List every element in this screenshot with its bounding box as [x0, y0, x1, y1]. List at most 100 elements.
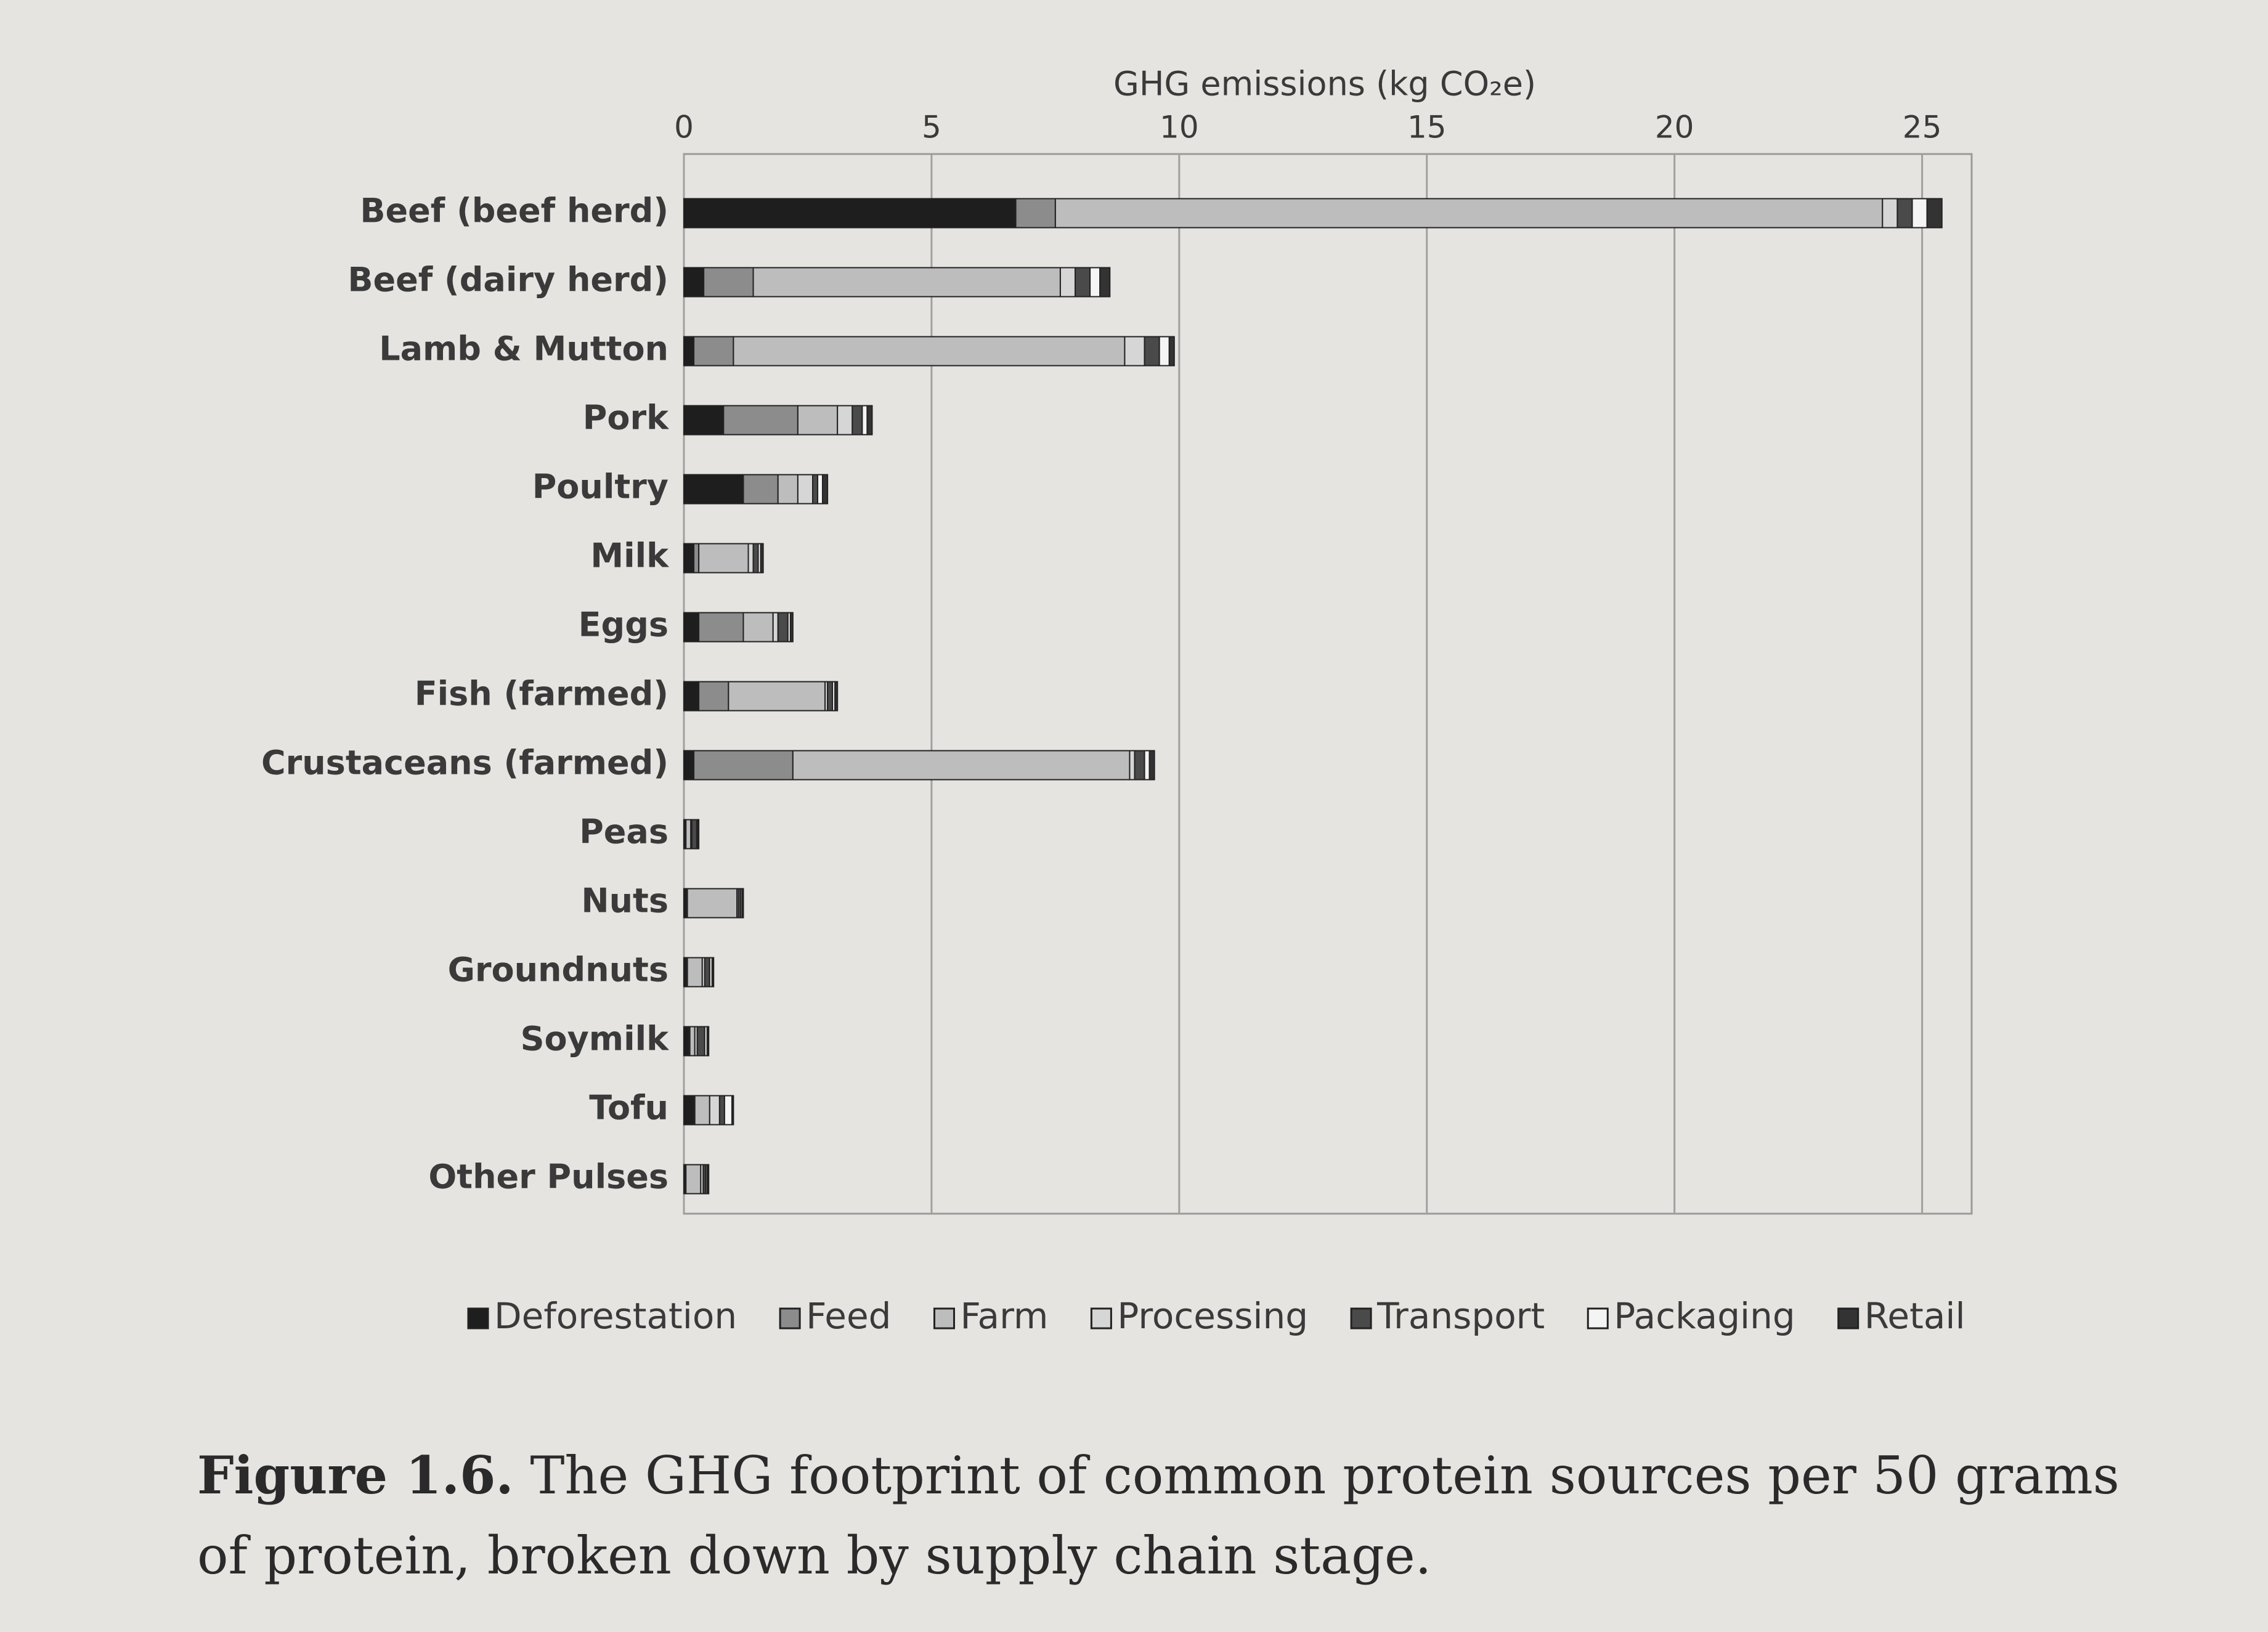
axis-title: GHG emissions (kg CO₂e): [1113, 65, 1536, 104]
y-tick-label: Poultry: [532, 468, 669, 506]
bar-segment: [706, 1026, 710, 1057]
bar-segment: [686, 888, 738, 919]
bar-segment: [691, 819, 697, 850]
bar-segment: [694, 1095, 710, 1126]
y-tick-label: Eggs: [579, 606, 669, 644]
legend-swatch: [1587, 1307, 1609, 1330]
bar-segment: [696, 1026, 705, 1057]
bar-segment: [683, 612, 700, 643]
bar-segment: [792, 750, 1131, 781]
bar-segment: [697, 819, 700, 850]
bar-segment: [683, 474, 744, 505]
bar-segment: [1089, 267, 1101, 298]
bar-segment: [1911, 198, 1928, 229]
legend-label: Farm: [960, 1295, 1048, 1337]
bar-segment: [693, 336, 734, 367]
y-tick-label: Other Pulses: [428, 1158, 669, 1196]
bar-segment: [866, 405, 873, 436]
x-tick-label: 25: [1903, 110, 1942, 145]
y-tick-label: Fish (farmed): [415, 675, 669, 713]
bar-segment: [741, 888, 744, 919]
bar-segment: [703, 267, 754, 298]
bar-segment: [685, 819, 692, 850]
bar-segment: [709, 1095, 720, 1126]
y-tick-label: Nuts: [581, 882, 669, 920]
bar-segment: [789, 612, 794, 643]
bar-segment: [837, 405, 853, 436]
bar-segment: [683, 198, 1017, 229]
y-tick-label: Tofu: [589, 1089, 669, 1127]
x-tick-label: 15: [1407, 110, 1447, 145]
legend-label: Feed: [806, 1295, 891, 1337]
background: [0, 0, 2268, 1386]
bar-segment: [1015, 198, 1056, 229]
caption-label: Figure 1.6.: [197, 1445, 514, 1506]
bar-segment: [723, 1095, 733, 1126]
bar-segment: [772, 612, 779, 643]
y-tick-label: Soymilk: [521, 1020, 669, 1058]
bar-segment: [733, 336, 1126, 367]
bar-segment: [706, 1164, 710, 1195]
y-tick-label: Milk: [590, 537, 669, 575]
bar-segment: [1144, 336, 1160, 367]
bar-segment: [683, 267, 705, 298]
bar-segment: [1926, 198, 1943, 229]
bar-segment: [698, 543, 749, 574]
bar-segment: [683, 750, 695, 781]
x-tick-label: 0: [674, 110, 694, 145]
legend-swatch: [1350, 1307, 1372, 1330]
bar-segment: [834, 681, 839, 712]
legend-label: Packaging: [1614, 1295, 1795, 1337]
bar-segment: [1168, 336, 1175, 367]
bar-segment: [686, 957, 703, 988]
y-tick-label: Crustaceans (farmed): [261, 744, 669, 782]
legend-swatch: [779, 1307, 801, 1330]
x-tick-label: 20: [1655, 110, 1694, 145]
bar-segment: [683, 1095, 695, 1126]
caption: Figure 1.6. The GHG footprint of common …: [197, 1435, 2138, 1596]
bar-segment: [723, 405, 799, 436]
bar-segment: [718, 1095, 725, 1126]
legend-label: Transport: [1376, 1295, 1545, 1337]
bar-segment: [1129, 750, 1136, 781]
x-tick-label: 10: [1160, 110, 1199, 145]
bar-segment: [742, 474, 779, 505]
bar-segment: [689, 1026, 696, 1057]
bar-segment: [817, 474, 824, 505]
bar-segment: [861, 405, 868, 436]
bar-segment: [728, 681, 826, 712]
legend-label: Deforestation: [494, 1295, 737, 1337]
bar-segment: [1158, 336, 1170, 367]
bar-segment: [822, 474, 829, 505]
bar-segment: [683, 336, 695, 367]
bar-segment: [752, 267, 1061, 298]
y-tick-label: Beef (dairy herd): [348, 261, 669, 299]
bar-segment: [752, 543, 759, 574]
bar-segment: [1075, 267, 1091, 298]
legend-swatch: [933, 1307, 955, 1330]
bar-segment: [1124, 336, 1145, 367]
bar-segment: [693, 543, 700, 574]
bar-segment: [777, 612, 789, 643]
bar-segment: [812, 474, 819, 505]
bar-segment: [1148, 750, 1155, 781]
bar-segment: [711, 957, 715, 988]
bar-segment: [747, 543, 754, 574]
legend-swatch: [1837, 1307, 1860, 1330]
caption-text: The GHG footprint of common protein sour…: [197, 1445, 2120, 1586]
y-tick-label: Lamb & Mutton: [379, 330, 669, 368]
bar-segment: [760, 543, 764, 574]
bar-segment: [683, 543, 695, 574]
legend-label: Retail: [1864, 1295, 1965, 1337]
bar-segment: [852, 405, 863, 436]
bar-segment: [797, 405, 839, 436]
bar-segment: [683, 681, 700, 712]
bar-segment: [1896, 198, 1913, 229]
bar-segment: [698, 681, 730, 712]
bar-segment: [1134, 750, 1145, 781]
bar-segment: [685, 1164, 702, 1195]
chart: GHG emissions (kg CO₂e) 0 5 10 15 20 25 Beef (…: [0, 0, 2268, 1386]
bar-segment: [797, 474, 814, 505]
y-tick-label: Groundnuts: [448, 951, 669, 989]
x-tick-label: 5: [922, 110, 941, 145]
